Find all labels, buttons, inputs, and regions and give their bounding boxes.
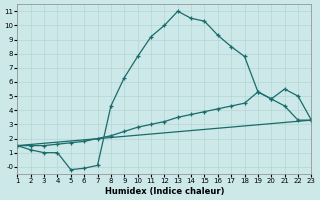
- X-axis label: Humidex (Indice chaleur): Humidex (Indice chaleur): [105, 187, 224, 196]
